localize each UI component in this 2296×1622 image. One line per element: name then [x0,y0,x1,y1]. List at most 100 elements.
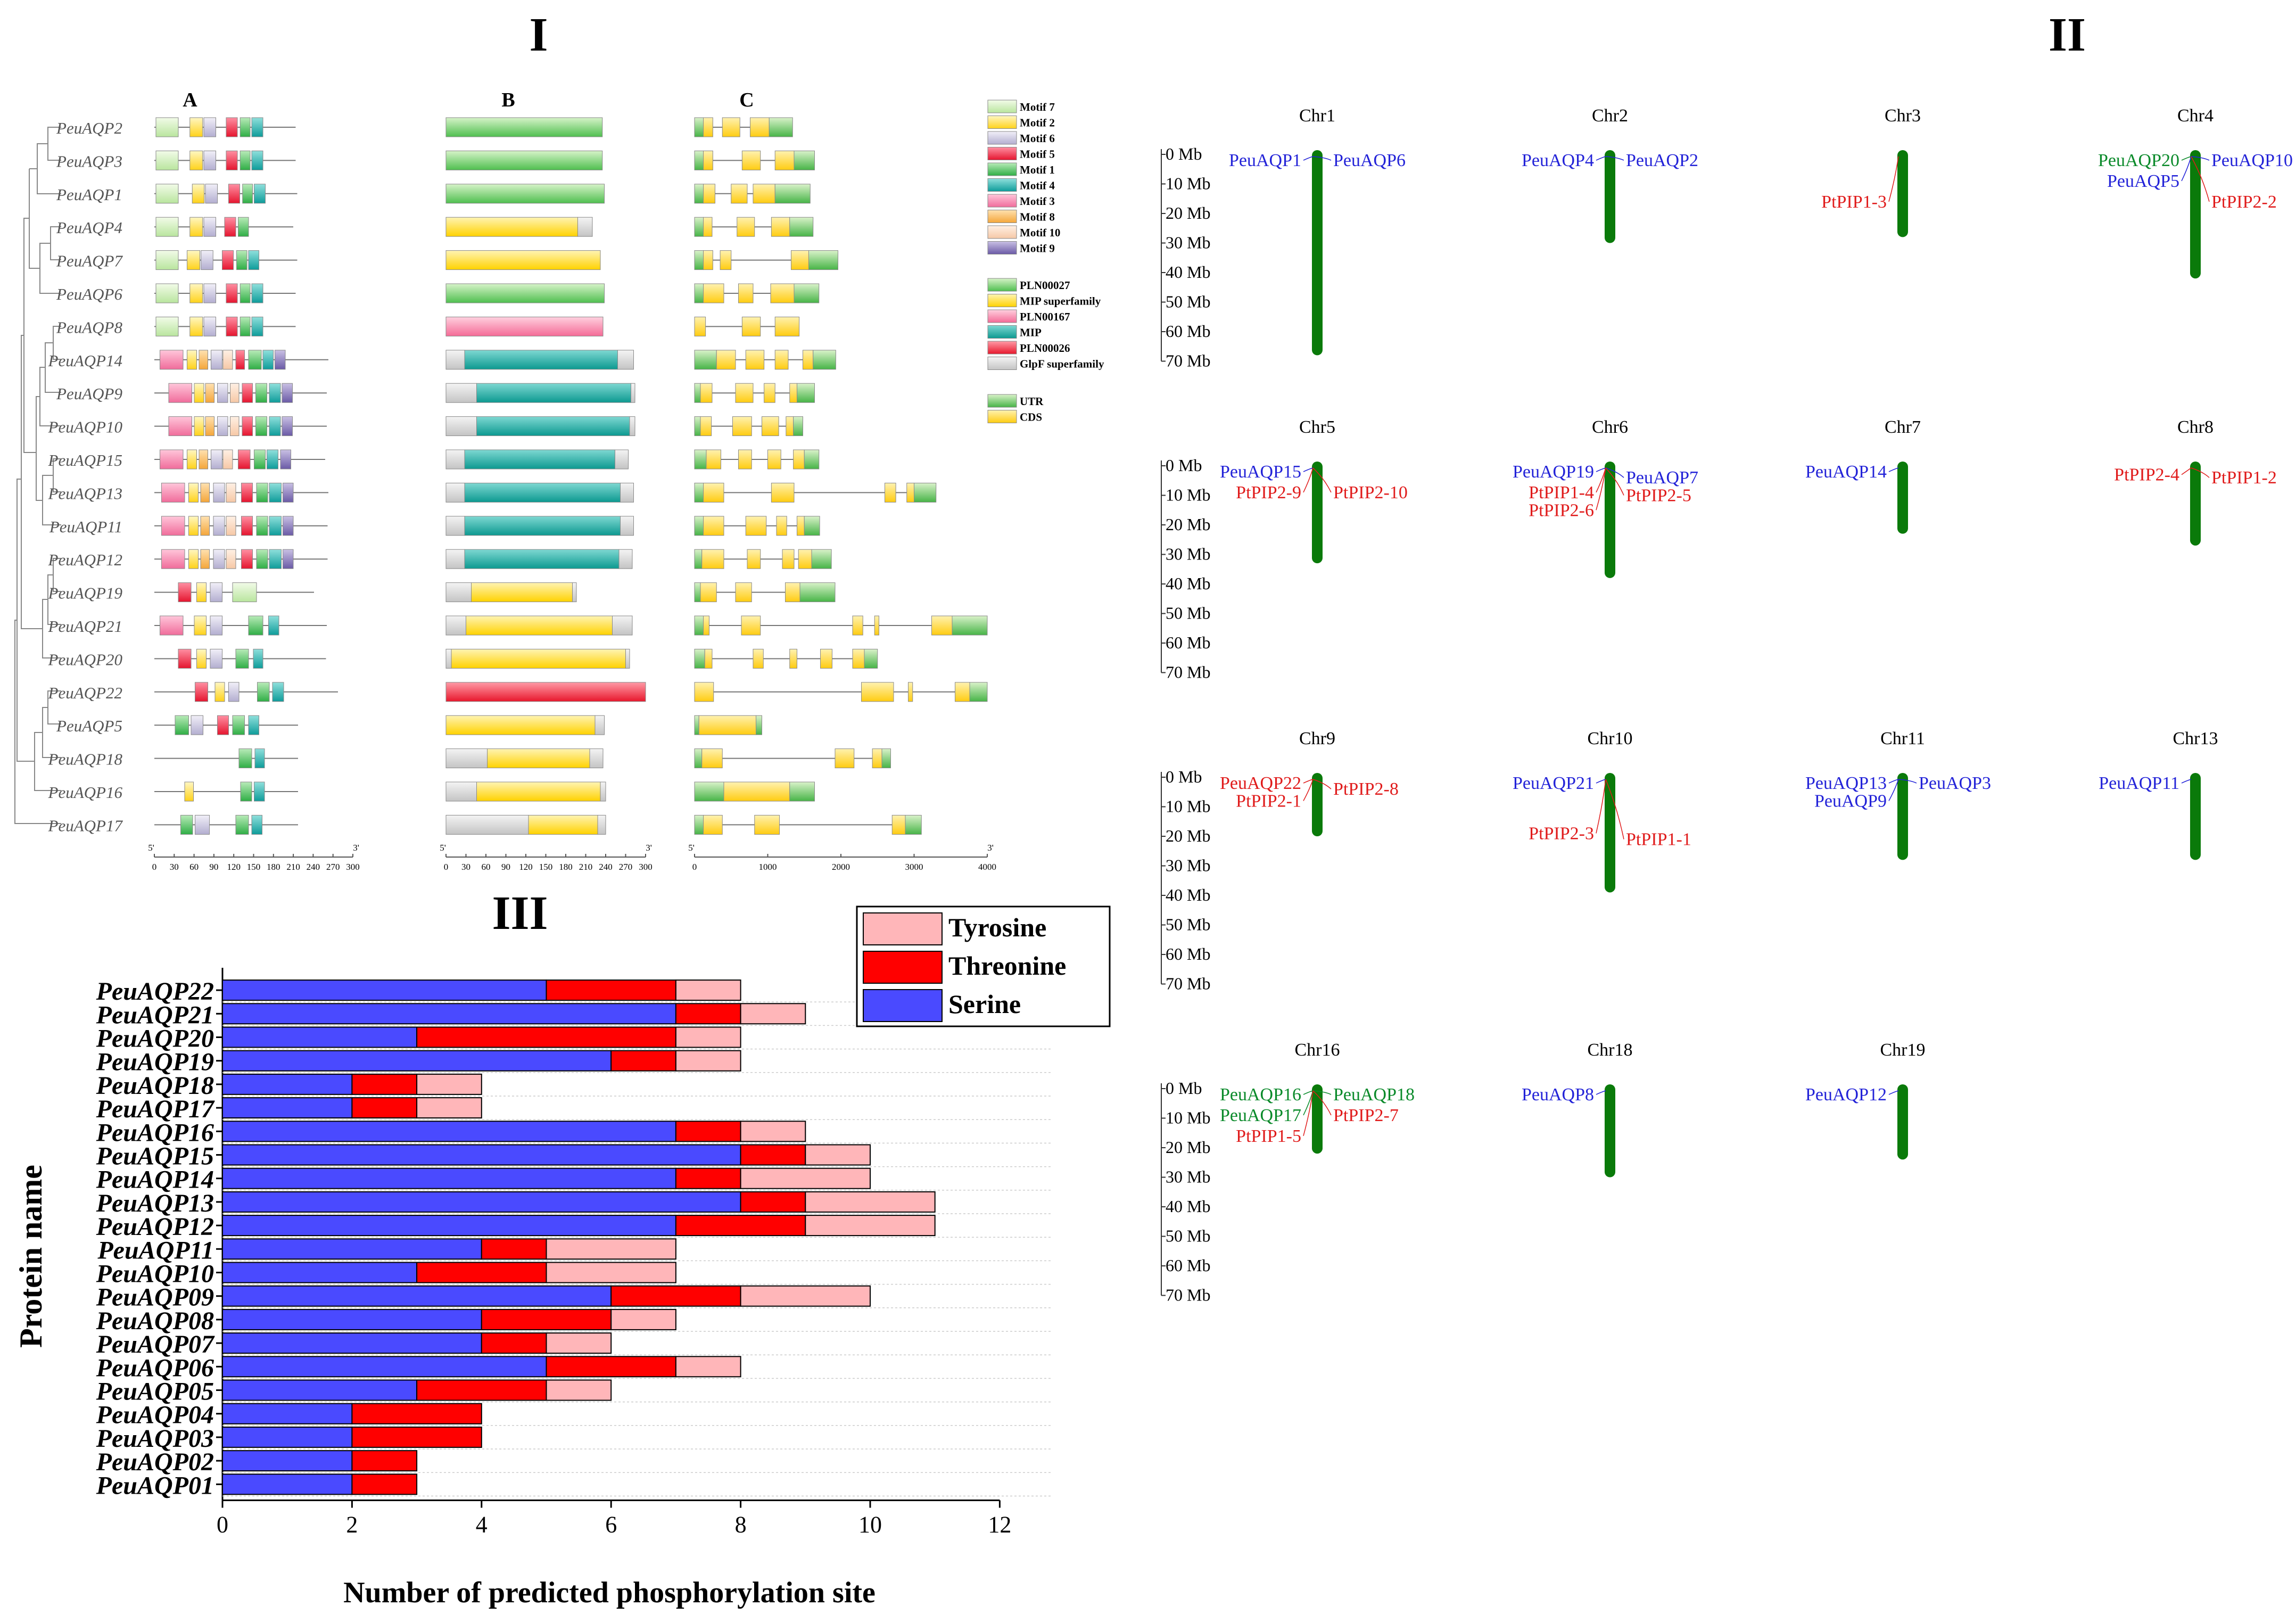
chromosome-name: Chr16 [1295,1040,1340,1060]
motif-box [251,117,263,137]
mb-scale-label: 0 Mb [1166,1078,1202,1098]
gene-link-line [1888,779,1899,784]
chromosome-name: Chr1 [1299,106,1335,126]
chromosome-gene-label: PtPIP2-10 [1333,483,1408,503]
motif-legend-label: Motif 3 [1020,195,1055,208]
gene-structure-row [694,316,800,336]
motif-domain-legend: Motif 7 Motif 2 Motif 6 Motif 5 Motif 1 Motif… [987,100,1104,424]
motif-legend-label: Motif 5 [1020,148,1055,161]
motif-box [226,549,236,569]
gene-row: PeuAQP13 [48,482,328,503]
chromosome-name: Chr10 [1588,729,1633,748]
motif-box [161,482,185,503]
gene-link-line [2191,156,2210,161]
motif-box [283,516,294,536]
chromosome: Chr8 PtPIP2-4 PtPIP1-2 [2114,417,2277,546]
mb-scale-label: 60 Mb [1166,944,1210,964]
motif-box [155,316,179,336]
chromosome-name: Chr8 [2177,417,2214,437]
domain-box [445,615,466,636]
cds-box [738,283,754,303]
mb-scale-label: 70 Mb [1166,1286,1210,1305]
gene-link-line [1303,467,1314,493]
bar-segment-serine [222,1308,482,1330]
bar-segment-threonine [675,1121,741,1142]
chromosome-map-panel: II 0 Mb 10 Mb 20 Mb 30 Mb 40 Mb 50 Mb 60 Mb 70 … [1161,9,2293,1305]
gene-name-label: PeuAQP20 [48,650,123,669]
mb-scale-label: 40 Mb [1166,262,1210,282]
utr-box [914,482,937,503]
motif-box [248,350,262,370]
bar-segment-tyrosine [416,1097,482,1119]
bar-segment-tyrosine [675,1026,741,1048]
chromosome-gene-label: PeuAQP12 [1805,1085,1887,1105]
motif-box [242,383,253,403]
motif-box [180,814,193,835]
domain-box [445,516,465,536]
motif-box [224,217,236,237]
motif-box [203,117,216,137]
motif-box [188,482,199,503]
bar-segment-serine [222,1285,612,1307]
motif-box [222,250,234,270]
mb-scale: 0 Mb 10 Mb 20 Mb 30 Mb 40 Mb 50 Mb 60 Mb 70 Mb [1161,144,1210,370]
domain-legend-swatch [987,357,1017,370]
mb-scale-label: 60 Mb [1166,1256,1210,1275]
gene-name-label: PeuAQP4 [56,218,122,237]
domain-box [476,416,630,437]
bar-segment-serine [222,1215,676,1237]
utr-box [804,449,820,470]
gene-structure-row [694,582,836,603]
domain-row [445,350,634,370]
motif-box [155,283,179,303]
bar-segment-tyrosine [740,1285,871,1307]
motif-box [196,582,207,603]
bar-segment-tyrosine [546,1238,676,1260]
motif-box [275,350,286,370]
gene-link-line [1596,467,1606,493]
axis-end-3: 3' [987,843,994,853]
chromosome-gene-label: PeuAQP7 [1626,468,1698,488]
motif-box [269,383,281,403]
cds-box [703,250,713,270]
motif-legend-swatch [987,131,1017,145]
gene-link-line [1605,467,1624,478]
bar-segment-threonine [351,1403,482,1425]
domain-legend-label: GlpF superfamily [1020,358,1104,370]
utr-box [881,748,891,769]
domain-row [445,283,605,303]
gene-structure-row [694,350,836,370]
bar-segment-tyrosine [416,1073,482,1095]
domain-box [445,715,596,735]
domain-row [445,615,633,636]
mb-scale-label: 0 Mb [1166,456,1202,475]
mb-scale-label: 60 Mb [1166,322,1210,341]
utr-box [694,615,704,636]
gene-row: PeuAQP17 [48,814,298,835]
chromosome-gene-label: PeuAQP18 [1333,1085,1415,1105]
x-axis-tick-label: 0 [217,1511,228,1537]
domain-box [629,416,635,437]
gene-row: PeuAQP18 [48,748,298,769]
axis-tick-label: 0 [444,862,449,872]
cds-box [874,615,879,636]
utr-box [694,549,703,569]
motif-box [226,482,236,503]
domain-box [476,383,631,403]
bar-segment-threonine [416,1262,547,1283]
motif-legend-label: Motif 9 [1020,242,1055,255]
motif-legend-swatch [987,100,1017,113]
y-axis-category-label: PeuAQP16 [96,1118,214,1147]
mb-scale-label: 70 Mb [1166,663,1210,682]
chromosome-name: Chr4 [2177,106,2214,126]
subpanel-label-C: C [739,89,754,111]
gene-structure-row [694,648,878,669]
bar-legend-swatch [863,912,943,945]
axis-tick-label: 120 [227,862,241,872]
domain-box [445,748,488,769]
domain-row [445,682,646,702]
chromosome-bar [1312,462,1323,564]
cds-box [789,383,797,403]
motif-box [269,516,282,536]
axis-tick-label: 0 [152,862,157,872]
